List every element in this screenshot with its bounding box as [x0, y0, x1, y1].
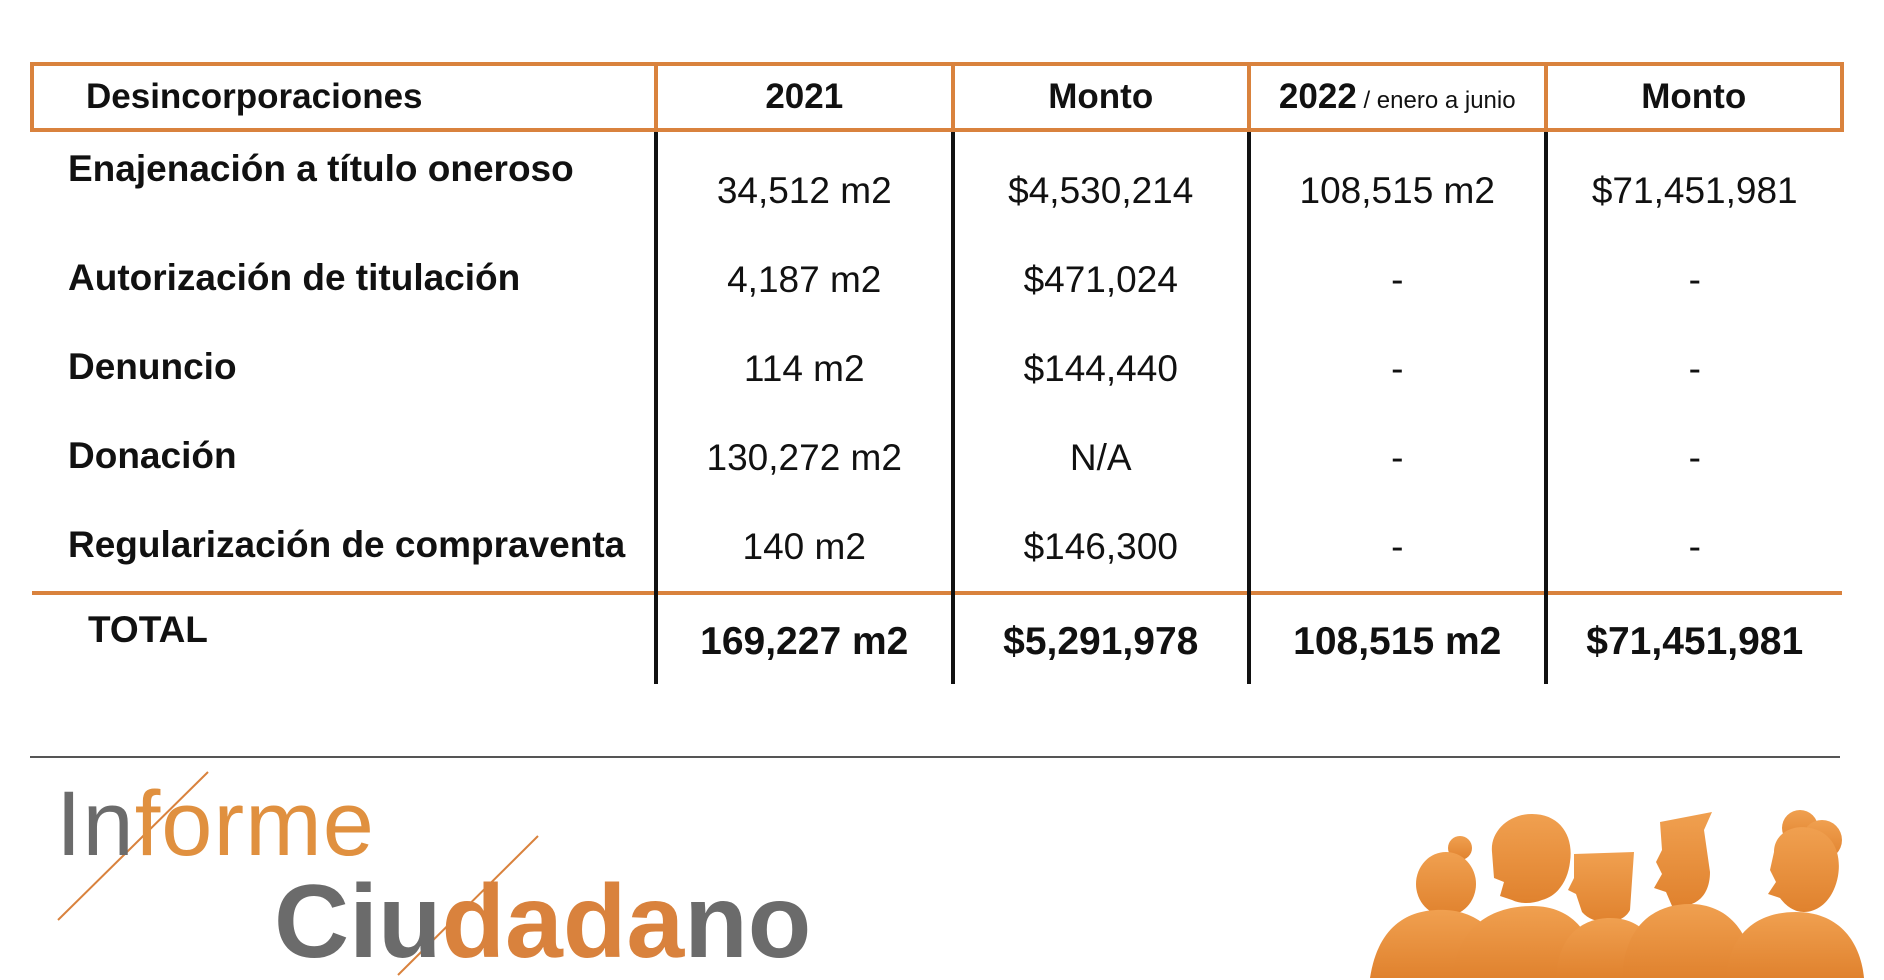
cell-area-2022: - [1247, 413, 1546, 502]
total-label: TOTAL [32, 591, 656, 684]
logo-ciudadano-gray-2: no [684, 864, 812, 980]
table-row: Autorización de titulación 4,187 m2 $471… [32, 235, 1842, 324]
cell-monto-2022: - [1543, 413, 1842, 502]
people-illustration [1370, 810, 1864, 978]
logo-word-informe: Informe [56, 778, 375, 870]
total-monto-2022: $71,451,981 [1543, 591, 1842, 684]
table-row: Donación 130,272 m2 N/A - - [32, 413, 1842, 502]
logo-slash-line-1 [57, 771, 209, 921]
row-label: Regularización de compraventa [68, 524, 626, 565]
desincorporaciones-table: Desincorporaciones 2021 Monto 2022 / ene… [30, 62, 1844, 684]
header-2022: 2022 / enero a junio [1247, 62, 1548, 132]
header-2021: 2021 [654, 62, 955, 132]
logo-informe-gray: In [56, 773, 135, 875]
row-label: Denuncio [68, 346, 237, 387]
logo-slash-lines [57, 771, 539, 976]
row-label: Donación [68, 435, 237, 476]
logo-slash-line-2 [397, 835, 539, 976]
total-area-2022: 108,515 m2 [1247, 591, 1546, 684]
person-4-icon [1622, 812, 1754, 978]
table-row: Denuncio 114 m2 $144,440 - - [32, 324, 1842, 413]
header-2022-period: / enero a junio [1356, 87, 1516, 114]
table-total-row: TOTAL 169,227 m2 $5,291,978 108,515 m2 $… [32, 591, 1842, 684]
cell-monto-2022: - [1543, 502, 1842, 593]
cell-monto-2021: $471,024 [950, 235, 1249, 324]
cell-monto-2021: $144,440 [950, 324, 1249, 413]
total-area-2021: 169,227 m2 [654, 591, 953, 684]
row-label: Autorización de titulación [68, 257, 521, 298]
informe-ciudadano-logo: Informe Ciudadano [50, 770, 811, 980]
cell-monto-2022: $71,451,981 [1543, 130, 1842, 235]
cell-area-2022: - [1247, 502, 1546, 593]
cell-area-2021: 34,512 m2 [654, 130, 953, 235]
cell-area-2021: 114 m2 [654, 324, 953, 413]
header-2022-year: 2022 [1278, 77, 1357, 116]
cell-area-2022: - [1247, 324, 1546, 413]
logo-ciudadano-gray-1: Ciu [274, 864, 442, 980]
table-row: Regularización de compraventa 140 m2 $14… [32, 502, 1842, 593]
desincorporaciones-table-container: Desincorporaciones 2021 Monto 2022 / ene… [30, 62, 1844, 684]
header-monto-2021: Monto [950, 62, 1251, 132]
total-monto-2021: $5,291,978 [950, 591, 1249, 684]
footer-divider [30, 756, 1840, 758]
cell-area-2021: 4,187 m2 [654, 235, 953, 324]
logo-word-ciudadano: Ciudadano [274, 870, 811, 974]
cell-monto-2022: - [1543, 235, 1842, 324]
person-5-icon [1726, 810, 1864, 978]
cell-area-2021: 140 m2 [654, 502, 953, 593]
table-row: Enajenación a título oneroso 34,512 m2 $… [32, 130, 1842, 235]
cell-monto-2021: $4,530,214 [950, 130, 1249, 235]
header-monto-2022: Monto [1543, 62, 1844, 132]
cell-monto-2021: $146,300 [950, 502, 1249, 593]
logo-ciudadano-orange: dada [441, 864, 685, 980]
cell-area-2021: 130,272 m2 [654, 413, 953, 502]
cell-monto-2021: N/A [950, 413, 1249, 502]
row-label: Enajenación a título oneroso [68, 148, 574, 189]
header-desincorporaciones: Desincorporaciones [30, 62, 658, 132]
logo-informe-orange: forme [134, 773, 375, 875]
cell-monto-2022: - [1543, 324, 1842, 413]
table-header-row: Desincorporaciones 2021 Monto 2022 / ene… [30, 62, 1844, 132]
cell-area-2022: 108,515 m2 [1247, 130, 1546, 235]
cell-area-2022: - [1247, 235, 1546, 324]
